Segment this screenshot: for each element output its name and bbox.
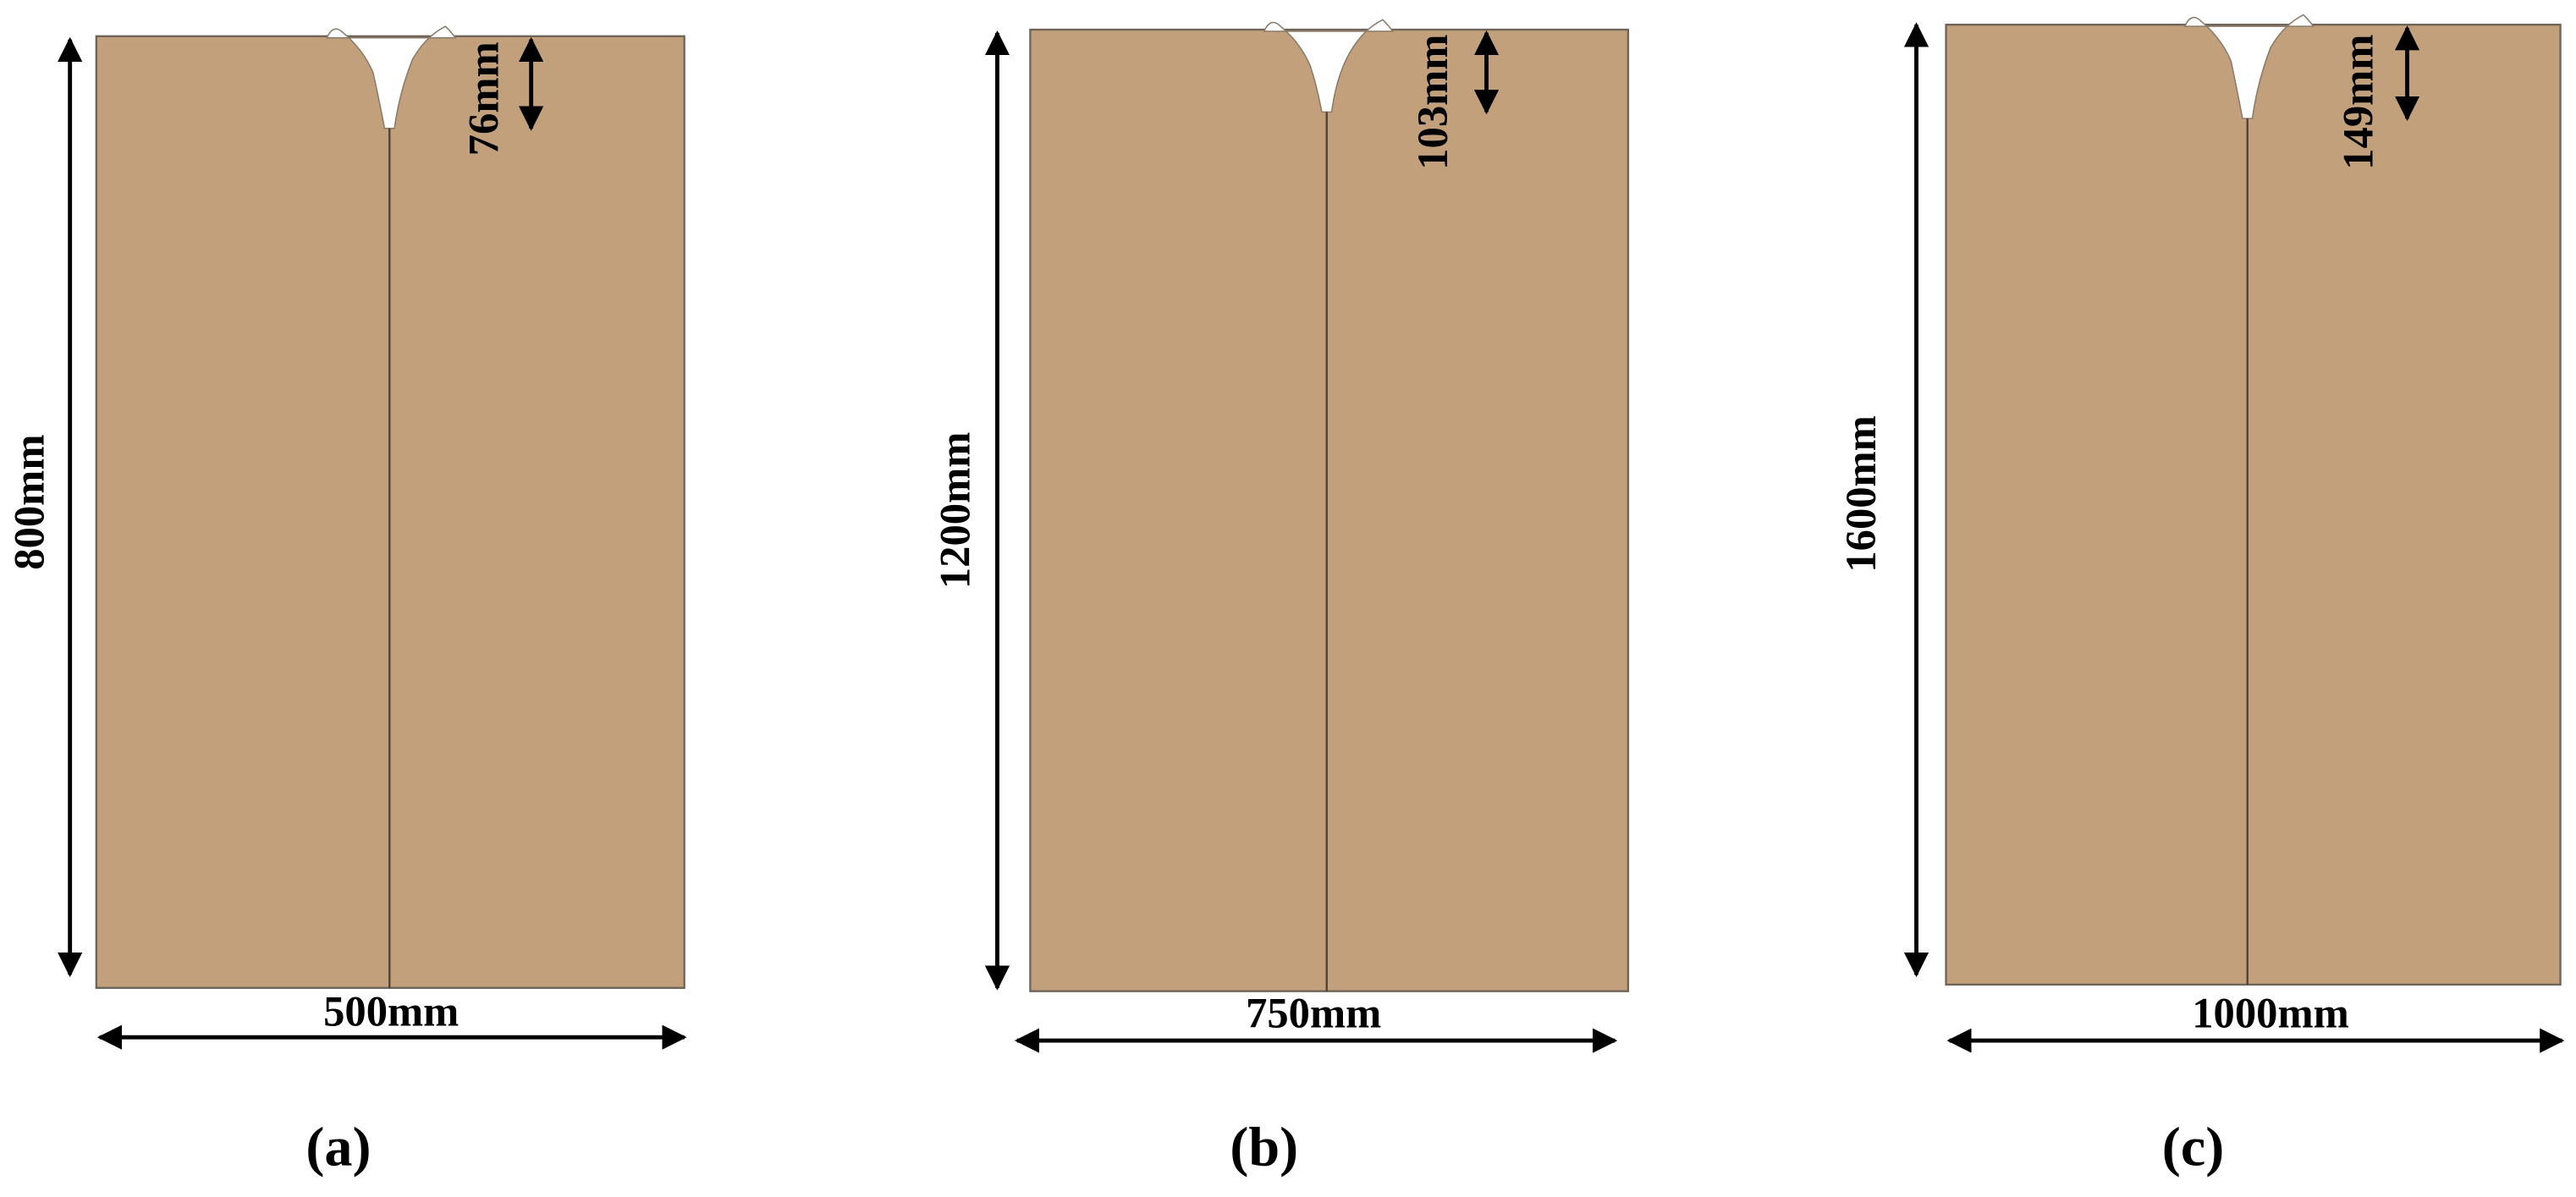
width-label: 750mm — [1246, 989, 1381, 1036]
notch — [1263, 19, 1395, 113]
depth-label: 149mm — [2335, 35, 2382, 170]
height-label: 1200mm — [931, 432, 978, 589]
depth-label: 76mm — [460, 41, 508, 156]
width-label: 500mm — [323, 988, 459, 1035]
specimen — [1945, 24, 2562, 986]
height-label: 1600mm — [1837, 415, 1885, 572]
caption: (a) — [305, 1117, 371, 1178]
notch — [326, 25, 457, 129]
caption: (c) — [2162, 1117, 2224, 1178]
depth-label: 103mm — [1409, 35, 1456, 170]
caption: (b) — [1230, 1117, 1298, 1178]
width-label: 1000mm — [2192, 989, 2348, 1036]
specimen — [1029, 28, 1630, 992]
notch — [2183, 14, 2315, 119]
height-label: 800mm — [5, 435, 52, 570]
